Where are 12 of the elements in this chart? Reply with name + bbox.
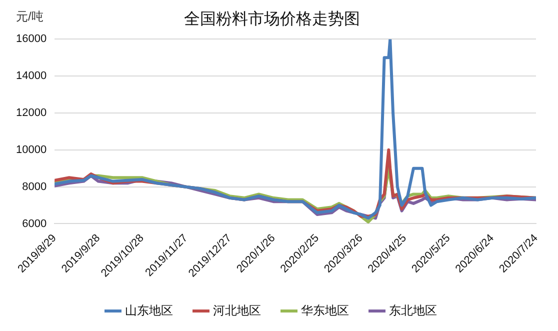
legend-label: 山东地区 [125,303,173,318]
y-tick-label: 14000 [16,70,47,82]
chart-title: 全国粉料市场价格走势图 [184,10,360,28]
y-tick-label: 8000 [22,180,47,193]
y-tick-label: 6000 [22,218,47,230]
legend-label: 华东地区 [301,303,349,318]
y-axis-title: 元/吨 [16,9,44,24]
y-tick-label: 16000 [16,33,47,46]
legend-label: 东北地区 [389,303,437,318]
y-tick-label: 12000 [16,107,47,120]
legend-label: 河北地区 [213,303,261,318]
y-tick-label: 10000 [16,144,47,156]
